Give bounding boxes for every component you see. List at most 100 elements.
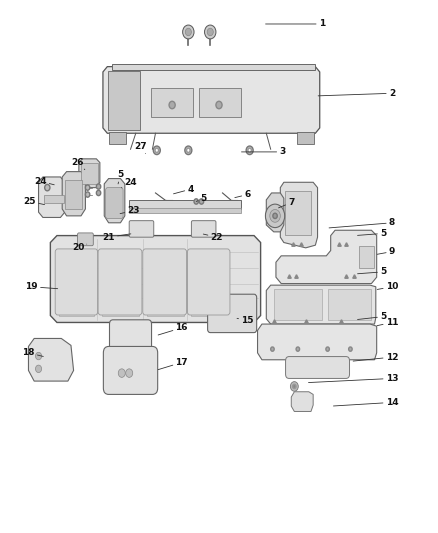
- Text: 3: 3: [241, 148, 286, 156]
- Polygon shape: [112, 64, 315, 70]
- Text: 7: 7: [279, 198, 294, 208]
- Polygon shape: [104, 179, 125, 223]
- Text: 26: 26: [72, 158, 85, 169]
- FancyBboxPatch shape: [55, 249, 98, 315]
- Bar: [81, 163, 98, 184]
- Polygon shape: [280, 182, 318, 248]
- Polygon shape: [266, 285, 376, 324]
- Circle shape: [96, 184, 101, 189]
- Circle shape: [194, 199, 198, 204]
- Bar: [191, 249, 226, 316]
- Text: 5: 5: [117, 171, 124, 184]
- Bar: [199, 88, 241, 117]
- Text: 8: 8: [329, 219, 395, 228]
- Text: 13: 13: [308, 374, 398, 383]
- Circle shape: [293, 384, 296, 389]
- Polygon shape: [28, 338, 74, 381]
- Circle shape: [270, 209, 280, 222]
- Circle shape: [216, 101, 222, 109]
- Text: 21: 21: [102, 233, 131, 241]
- Circle shape: [207, 28, 213, 36]
- FancyBboxPatch shape: [129, 221, 154, 237]
- Text: 10: 10: [377, 282, 398, 291]
- Bar: [285, 191, 311, 235]
- Bar: [65, 180, 82, 209]
- Text: 1: 1: [265, 20, 325, 28]
- Circle shape: [126, 369, 133, 377]
- Circle shape: [45, 184, 50, 191]
- Text: 16: 16: [158, 324, 188, 335]
- Polygon shape: [79, 159, 100, 188]
- Text: 25: 25: [24, 197, 45, 206]
- Circle shape: [187, 148, 190, 152]
- Circle shape: [35, 352, 42, 360]
- Polygon shape: [291, 392, 313, 411]
- Circle shape: [273, 213, 277, 219]
- Bar: [59, 249, 94, 316]
- FancyBboxPatch shape: [191, 221, 216, 237]
- Text: 27: 27: [135, 142, 147, 154]
- FancyBboxPatch shape: [103, 346, 158, 394]
- Text: 12: 12: [353, 353, 398, 361]
- Text: 5: 5: [357, 229, 386, 238]
- Polygon shape: [258, 324, 377, 360]
- Circle shape: [290, 382, 298, 391]
- Circle shape: [183, 25, 194, 39]
- Circle shape: [185, 28, 191, 36]
- Bar: [102, 249, 139, 316]
- FancyBboxPatch shape: [143, 249, 187, 315]
- Circle shape: [271, 347, 274, 351]
- Text: 2: 2: [318, 89, 395, 98]
- FancyBboxPatch shape: [187, 249, 230, 315]
- Text: 15: 15: [237, 317, 254, 325]
- Bar: [109, 132, 126, 144]
- FancyBboxPatch shape: [286, 357, 350, 378]
- Polygon shape: [62, 172, 85, 216]
- FancyBboxPatch shape: [98, 249, 142, 315]
- FancyBboxPatch shape: [106, 188, 123, 219]
- Bar: [274, 289, 322, 320]
- Polygon shape: [39, 177, 65, 217]
- Polygon shape: [266, 193, 284, 232]
- Bar: [151, 88, 193, 117]
- Circle shape: [326, 347, 329, 351]
- Polygon shape: [103, 67, 320, 133]
- Text: 24: 24: [34, 177, 54, 185]
- Circle shape: [296, 347, 300, 351]
- Text: 18: 18: [22, 349, 43, 357]
- Circle shape: [199, 199, 204, 204]
- Circle shape: [265, 204, 285, 228]
- Circle shape: [246, 146, 253, 155]
- Text: 4: 4: [173, 185, 194, 194]
- Text: 23: 23: [120, 206, 140, 215]
- Bar: [359, 246, 374, 268]
- Circle shape: [205, 25, 216, 39]
- Text: 19: 19: [25, 282, 58, 291]
- Bar: [129, 200, 241, 209]
- Text: 17: 17: [158, 358, 188, 369]
- Polygon shape: [276, 230, 377, 284]
- Circle shape: [35, 365, 42, 373]
- Polygon shape: [44, 195, 64, 203]
- Text: 24: 24: [121, 178, 137, 188]
- FancyBboxPatch shape: [110, 320, 152, 356]
- Bar: [297, 132, 314, 144]
- Circle shape: [169, 101, 175, 109]
- Bar: [147, 249, 184, 316]
- Text: 5: 5: [196, 194, 207, 203]
- Circle shape: [96, 190, 101, 196]
- FancyBboxPatch shape: [208, 294, 257, 333]
- Circle shape: [85, 192, 90, 197]
- Text: 11: 11: [377, 318, 398, 327]
- Text: 9: 9: [377, 247, 395, 256]
- Circle shape: [248, 148, 251, 152]
- Circle shape: [153, 146, 160, 155]
- Text: 14: 14: [333, 398, 398, 407]
- Circle shape: [118, 369, 125, 377]
- Bar: [129, 208, 241, 213]
- Bar: [328, 289, 371, 320]
- Circle shape: [155, 148, 159, 152]
- Polygon shape: [50, 236, 261, 322]
- Text: 6: 6: [235, 190, 251, 199]
- Circle shape: [185, 146, 192, 155]
